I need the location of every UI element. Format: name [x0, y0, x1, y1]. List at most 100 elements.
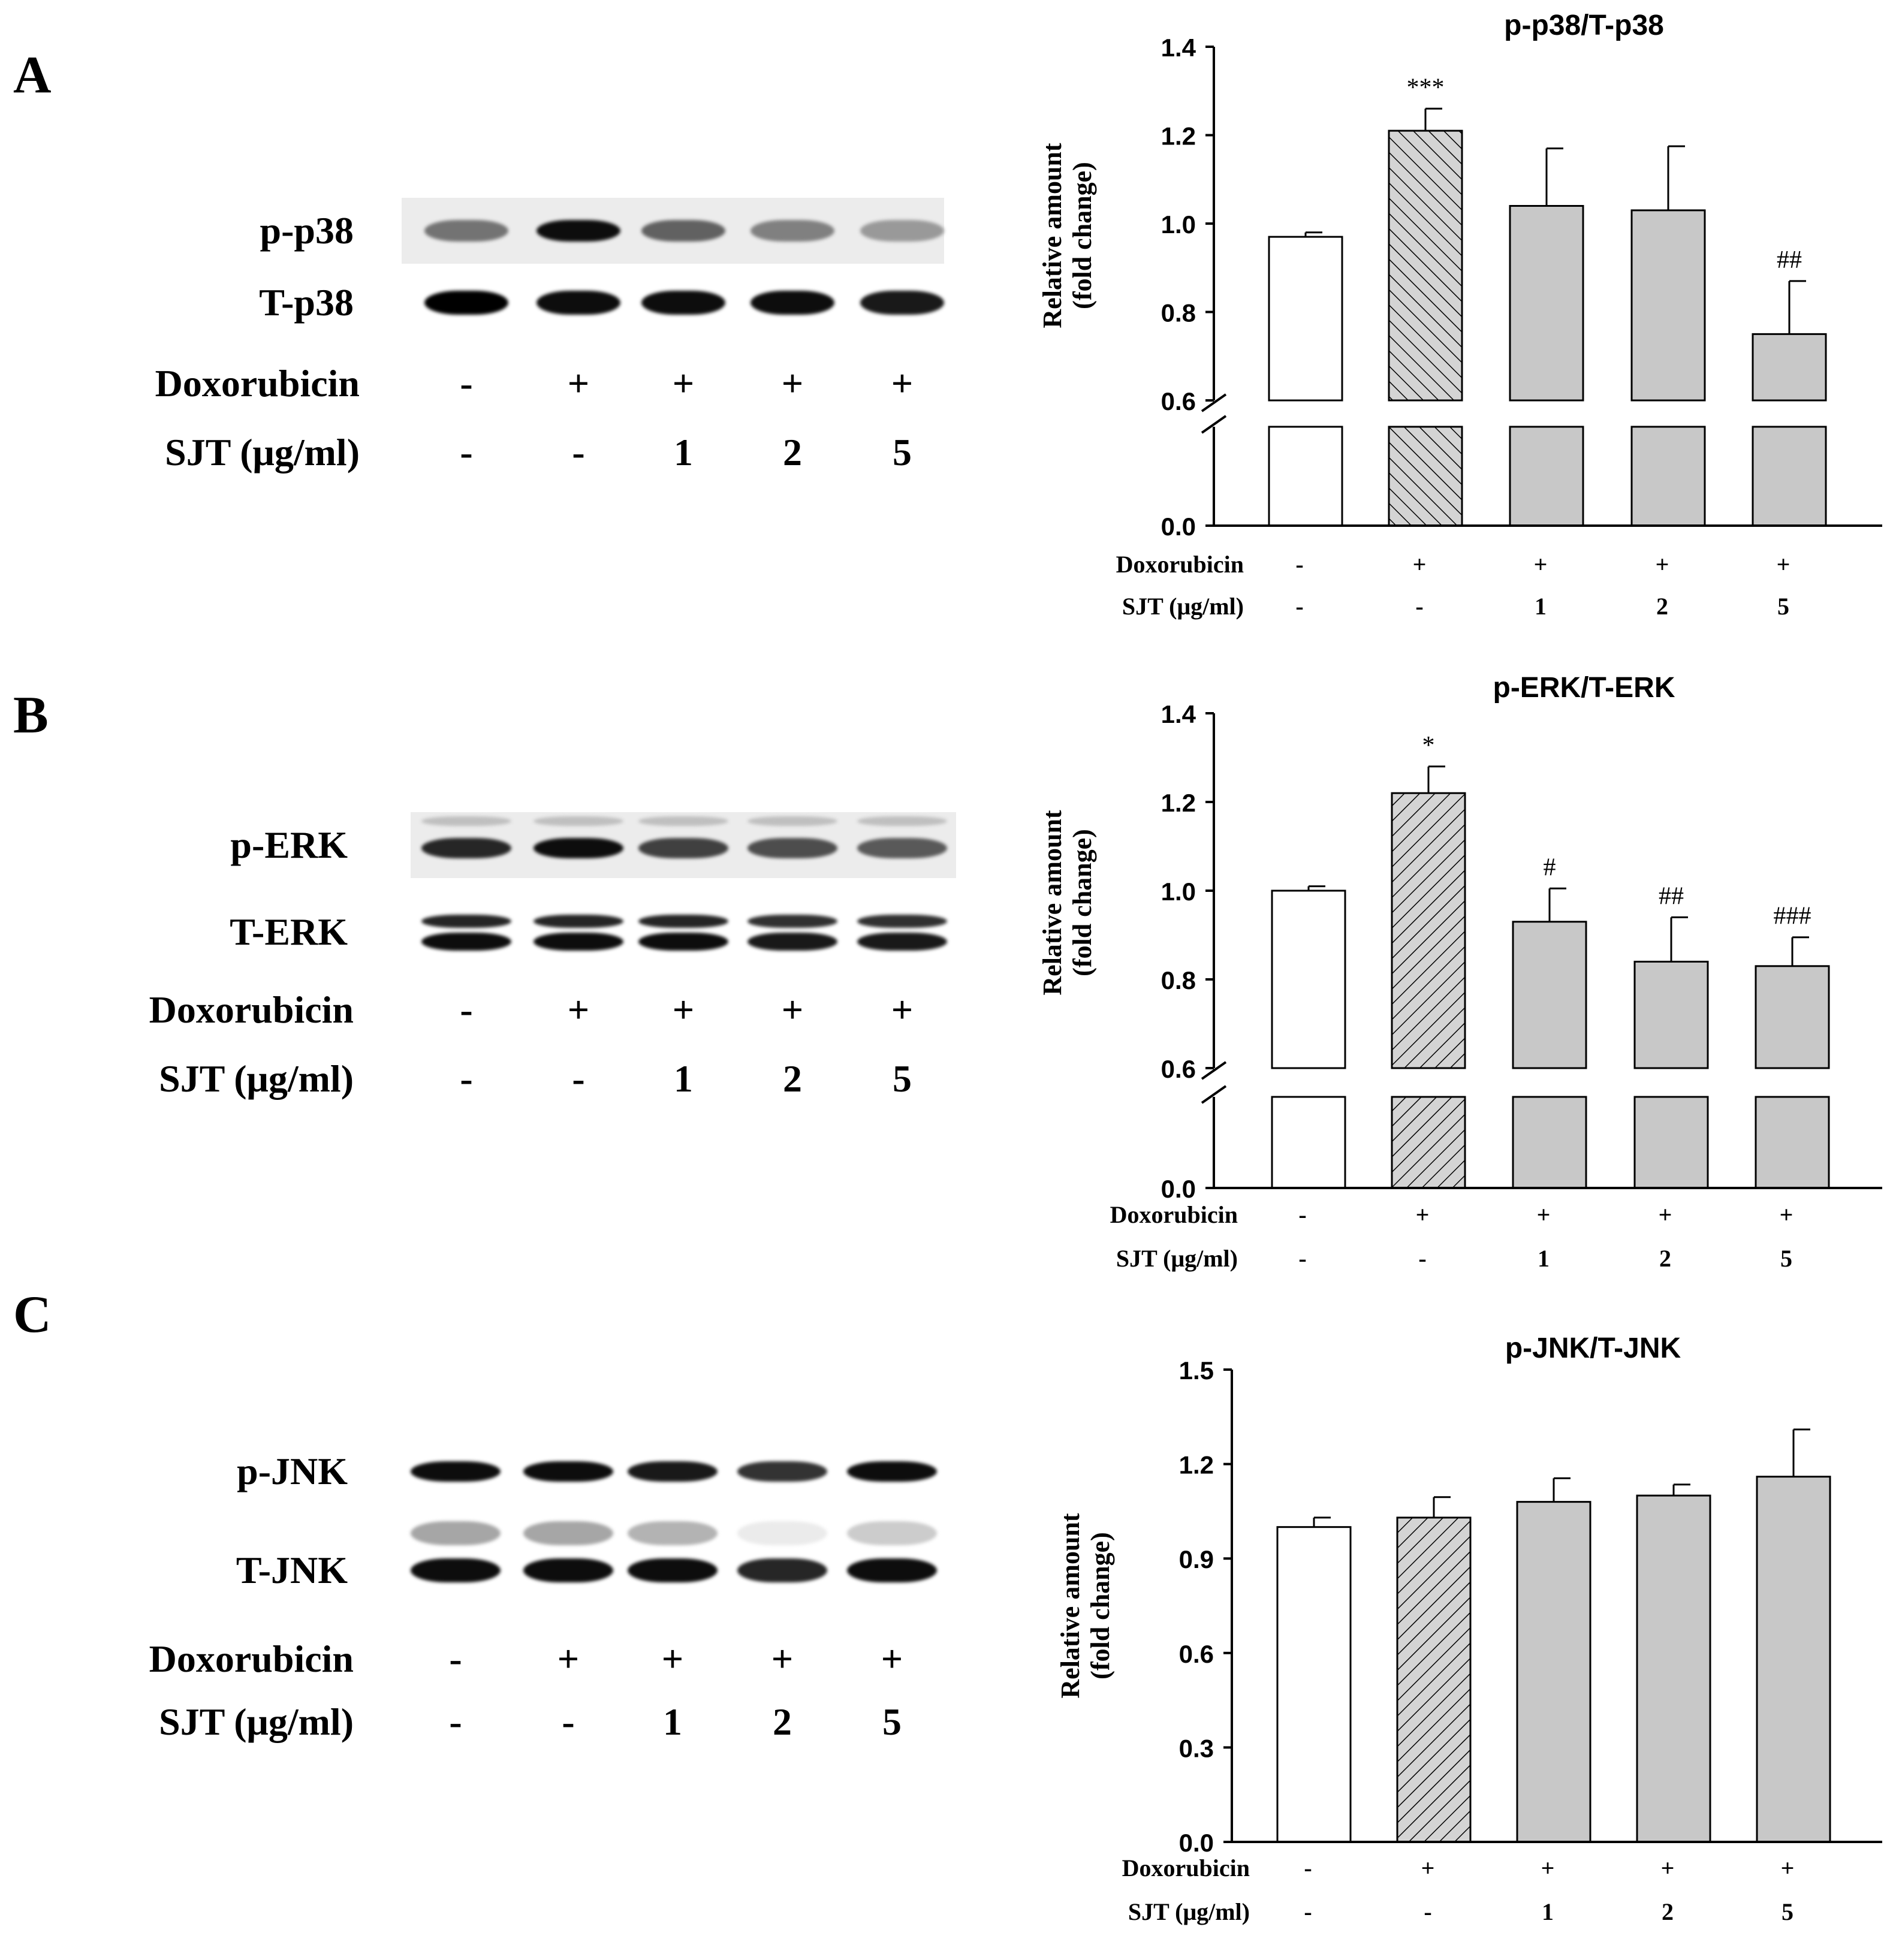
y-tick-label: 0.8 — [1161, 966, 1196, 994]
x-row-value: + — [1780, 1201, 1794, 1228]
doxorubicin-value: + — [567, 362, 590, 405]
x-row-label: SJT (μg/ml) — [1116, 1245, 1238, 1272]
blot-band — [750, 291, 834, 315]
x-row-value: + — [1534, 551, 1548, 578]
sjt-value: 2 — [773, 1700, 792, 1743]
x-row-value: - — [1418, 1245, 1426, 1272]
bar-upper — [1755, 965, 1830, 1069]
blot-band — [750, 220, 834, 242]
y-tick-label: 1.2 — [1161, 789, 1196, 817]
bar-upper — [1268, 236, 1343, 402]
bar-lower — [1630, 426, 1706, 527]
blot-band-faint — [737, 1521, 827, 1545]
significance-marker: *** — [1407, 74, 1445, 101]
y-axis-label: Relative amount — [1038, 810, 1067, 996]
blot-row-label: p-p38 — [260, 209, 354, 252]
x-row-value: + — [1541, 1855, 1555, 1881]
x-row-value: - — [1298, 1201, 1306, 1228]
blot-band-faint — [421, 816, 511, 826]
doxorubicin-value: + — [557, 1638, 580, 1680]
panel-letter-b: B — [13, 686, 49, 744]
x-row-value: 1 — [1535, 593, 1547, 620]
sjt-label: SJT (μg/ml) — [165, 431, 360, 474]
x-row-label: Doxorubicin — [1116, 551, 1244, 578]
sjt-value: - — [562, 1700, 575, 1743]
x-row-value: + — [1421, 1855, 1435, 1881]
x-row-value: + — [1656, 551, 1669, 578]
blot-band — [523, 1558, 613, 1582]
chart-title: p-JNK/T-JNK — [1505, 1332, 1681, 1364]
x-row-value: + — [1777, 551, 1791, 578]
x-row-value: - — [1424, 1898, 1431, 1925]
blot-band-faint — [857, 816, 947, 826]
significance-marker: ### — [1774, 903, 1811, 930]
x-row-value: 1 — [1542, 1898, 1554, 1925]
blot-row-label: T-p38 — [259, 281, 354, 324]
sjt-value: 2 — [783, 1057, 802, 1100]
blot-band — [533, 838, 623, 858]
significance-marker: ## — [1659, 882, 1684, 910]
y-tick-label: 1.4 — [1161, 700, 1196, 728]
x-row-value: 5 — [1777, 593, 1789, 620]
x-row-value: 1 — [1538, 1245, 1550, 1272]
blot-band — [421, 838, 511, 858]
blot-band-faint — [628, 1521, 718, 1545]
doxorubicin-value: + — [672, 988, 695, 1031]
y-tick-label: 1.4 — [1161, 34, 1196, 62]
bar-lower — [1633, 1096, 1709, 1189]
sjt-value: 2 — [783, 431, 802, 474]
blot-row-label: T-JNK — [236, 1549, 348, 1591]
blot-band — [523, 1461, 613, 1482]
axis-break-gap — [1508, 402, 1585, 426]
sjt-value: - — [449, 1700, 462, 1743]
x-row-label: SJT (μg/ml) — [1122, 593, 1244, 620]
doxorubicin-value: + — [672, 362, 695, 405]
bar-lower — [1509, 426, 1584, 527]
y-tick-label: 0.3 — [1179, 1734, 1214, 1762]
x-row-value: + — [1537, 1201, 1551, 1228]
bar-lower — [1512, 1096, 1587, 1189]
y-axis-label: (fold change) — [1068, 162, 1097, 309]
blot-band — [847, 1558, 937, 1582]
axis-break-gap — [1751, 402, 1828, 426]
chart-title: p-p38/T-p38 — [1504, 10, 1664, 41]
significance-marker: # — [1544, 854, 1556, 881]
x-row-value: - — [1295, 551, 1303, 578]
blot-band — [411, 1461, 501, 1482]
significance-marker: * — [1422, 732, 1435, 759]
blot-band — [857, 915, 947, 928]
y-axis-label: (fold change) — [1086, 1532, 1115, 1679]
x-row-value: - — [1304, 1855, 1312, 1881]
blot-band — [860, 291, 944, 315]
sjt-value: - — [572, 431, 585, 474]
bar — [1756, 1476, 1831, 1843]
doxorubicin-value: + — [891, 362, 914, 405]
blot-band — [533, 933, 623, 951]
blot-band-faint — [747, 816, 837, 826]
x-row-value: 2 — [1656, 593, 1668, 620]
bar-lower — [1271, 1096, 1346, 1189]
blot-band — [533, 915, 623, 928]
blot-band — [857, 838, 947, 858]
x-row-label: SJT (μg/ml) — [1128, 1898, 1250, 1925]
y-axis-label: Relative amount — [1056, 1513, 1085, 1699]
y-tick-label: 1.5 — [1179, 1356, 1214, 1385]
sjt-value: - — [572, 1057, 585, 1100]
y-tick-label: 0.6 — [1179, 1640, 1214, 1668]
bar-lower — [1752, 426, 1827, 527]
axis-break-mark — [1201, 1061, 1227, 1080]
x-row-label: Doxorubicin — [1122, 1855, 1250, 1881]
blot-band — [424, 220, 508, 242]
blot-band — [638, 838, 728, 858]
y-tick-label: 1.2 — [1161, 122, 1196, 150]
blot-band — [638, 933, 728, 951]
sjt-value: - — [460, 431, 473, 474]
y-tick-label: 0.9 — [1179, 1545, 1214, 1573]
doxorubicin-value: - — [460, 988, 473, 1031]
sjt-value: 1 — [663, 1700, 682, 1743]
blot-band — [857, 933, 947, 951]
x-row-value: 5 — [1780, 1245, 1792, 1272]
blot-band — [747, 838, 837, 858]
axis-break-gap — [1390, 1069, 1467, 1096]
sjt-value: 5 — [882, 1700, 902, 1743]
